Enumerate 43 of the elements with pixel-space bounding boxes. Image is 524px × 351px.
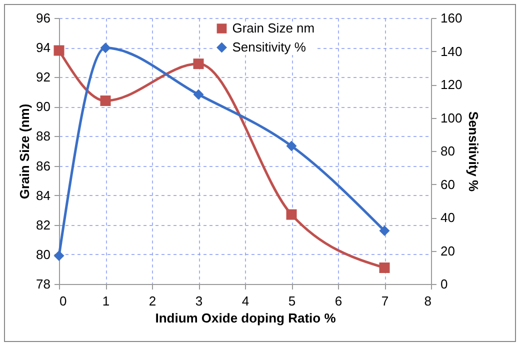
x-tick-label: 2 [148,294,156,308]
point [379,262,390,273]
y-tick-label: 90 [36,99,50,114]
point [100,96,111,106]
y2-tick-label: 20 [440,243,455,258]
x-tick-label: 7 [381,294,389,308]
y-tick-label: 84 [36,188,50,203]
y-tick-label: 88 [36,128,50,144]
y-tick-label: 92 [36,70,50,85]
x-tick-label: 5 [288,294,296,308]
y-axis-title: Grain Size (nm) [17,104,32,200]
y2-tick-label: 160 [440,10,462,26]
y-tick-label: 82 [36,217,50,232]
point [54,45,64,56]
y2-tick-label: 120 [440,77,462,92]
y-tick-label: 80 [36,246,50,262]
x-tick-label: 3 [195,294,203,308]
y-tick-label: 86 [36,158,50,174]
y2-tick-label: 100 [440,110,462,126]
y2-tick-label: 80 [440,144,455,158]
y2-axis-title: Sensitivity % [466,111,482,192]
legend-label: Grain Size nm [232,20,315,36]
y2-tick-label: 140 [440,44,462,59]
legend-label: Sensitivity % [232,40,306,54]
y2-tick-label: 0 [440,276,448,292]
point [286,209,297,220]
point [193,89,204,100]
x-tick-label: 1 [102,294,110,308]
y-tick-label: 94 [36,40,50,56]
y2-tick-label: 60 [440,176,455,192]
x-tick-label: 4 [242,294,250,308]
x-tick-label: 8 [424,294,432,308]
point [379,226,390,236]
y-tick-label: 96 [36,10,50,26]
y-tick-label: 78 [36,276,50,292]
x-tick-label: 6 [334,294,342,308]
x-axis-title: Indium Oxide doping Ratio % [155,310,336,326]
y2-tick-label: 40 [440,210,455,225]
point [286,140,297,152]
point [100,42,111,54]
point [193,58,204,70]
point [54,250,64,261]
x-tick-label: 0 [60,294,67,308]
